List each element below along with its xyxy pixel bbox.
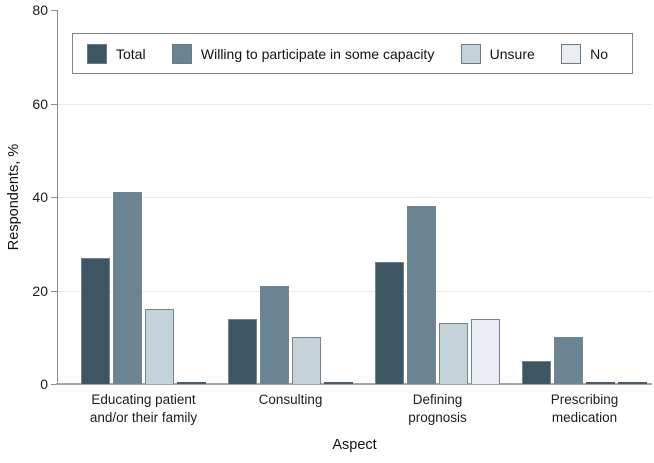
legend-label: Willing to participate in some capacity: [200, 45, 435, 62]
bar: [113, 192, 142, 384]
legend-swatch: [171, 43, 192, 64]
legend-label: Total: [116, 45, 146, 62]
x-axis-title: Aspect: [332, 437, 377, 453]
legend: Total Willing to participate in some capa…: [72, 33, 633, 74]
y-tick-mark: [51, 384, 57, 385]
legend-swatch: [87, 43, 107, 64]
bar-group: [81, 192, 206, 384]
gridline: [58, 290, 652, 292]
legend-item: No: [561, 43, 608, 64]
bar: [586, 382, 615, 384]
bar: [324, 382, 353, 384]
y-tick-label: 80: [32, 2, 48, 18]
legend-item: Willing to participate in some capacity: [171, 43, 435, 64]
y-tick-mark: [51, 290, 57, 292]
bar: [554, 337, 583, 384]
bar: [292, 337, 321, 384]
bar: [177, 382, 206, 384]
y-tick-label: 0: [40, 376, 48, 392]
bar: [522, 361, 551, 384]
x-category-label: Prescribing medication: [550, 392, 619, 425]
bar: [439, 323, 468, 384]
y-tick-mark: [51, 103, 57, 105]
bar-group: [375, 206, 500, 384]
legend-swatch: [561, 43, 582, 64]
legend-swatch: [460, 43, 481, 64]
y-tick-mark: [51, 10, 57, 11]
bar: [375, 262, 404, 384]
bar: [260, 286, 289, 384]
legend-item: Total: [87, 43, 146, 64]
y-tick-mark: [51, 197, 57, 198]
y-tick-label: 60: [32, 95, 48, 112]
y-tick-label: 40: [32, 189, 48, 205]
bar: [145, 309, 174, 384]
legend-label: Unsure: [489, 45, 535, 62]
bar: [471, 319, 500, 384]
bar: [228, 319, 257, 384]
legend-item: Unsure: [460, 43, 535, 64]
bar-groups: [81, 10, 652, 384]
y-axis-line: [57, 10, 58, 384]
x-category-label: Educating patient and/or their family: [89, 392, 198, 425]
bar: [407, 206, 436, 384]
bar: [618, 382, 647, 384]
legend-label: No: [590, 45, 608, 62]
bar: [81, 258, 110, 384]
bar-group: [228, 286, 353, 384]
bar-group: [522, 337, 647, 384]
y-tick-label: 20: [32, 282, 48, 299]
x-category-label: Defining prognosis: [408, 392, 467, 425]
gridline: [58, 197, 652, 198]
x-axis-line: [56, 383, 652, 385]
x-category-label: Consulting: [258, 392, 323, 407]
gridline: [58, 103, 652, 105]
